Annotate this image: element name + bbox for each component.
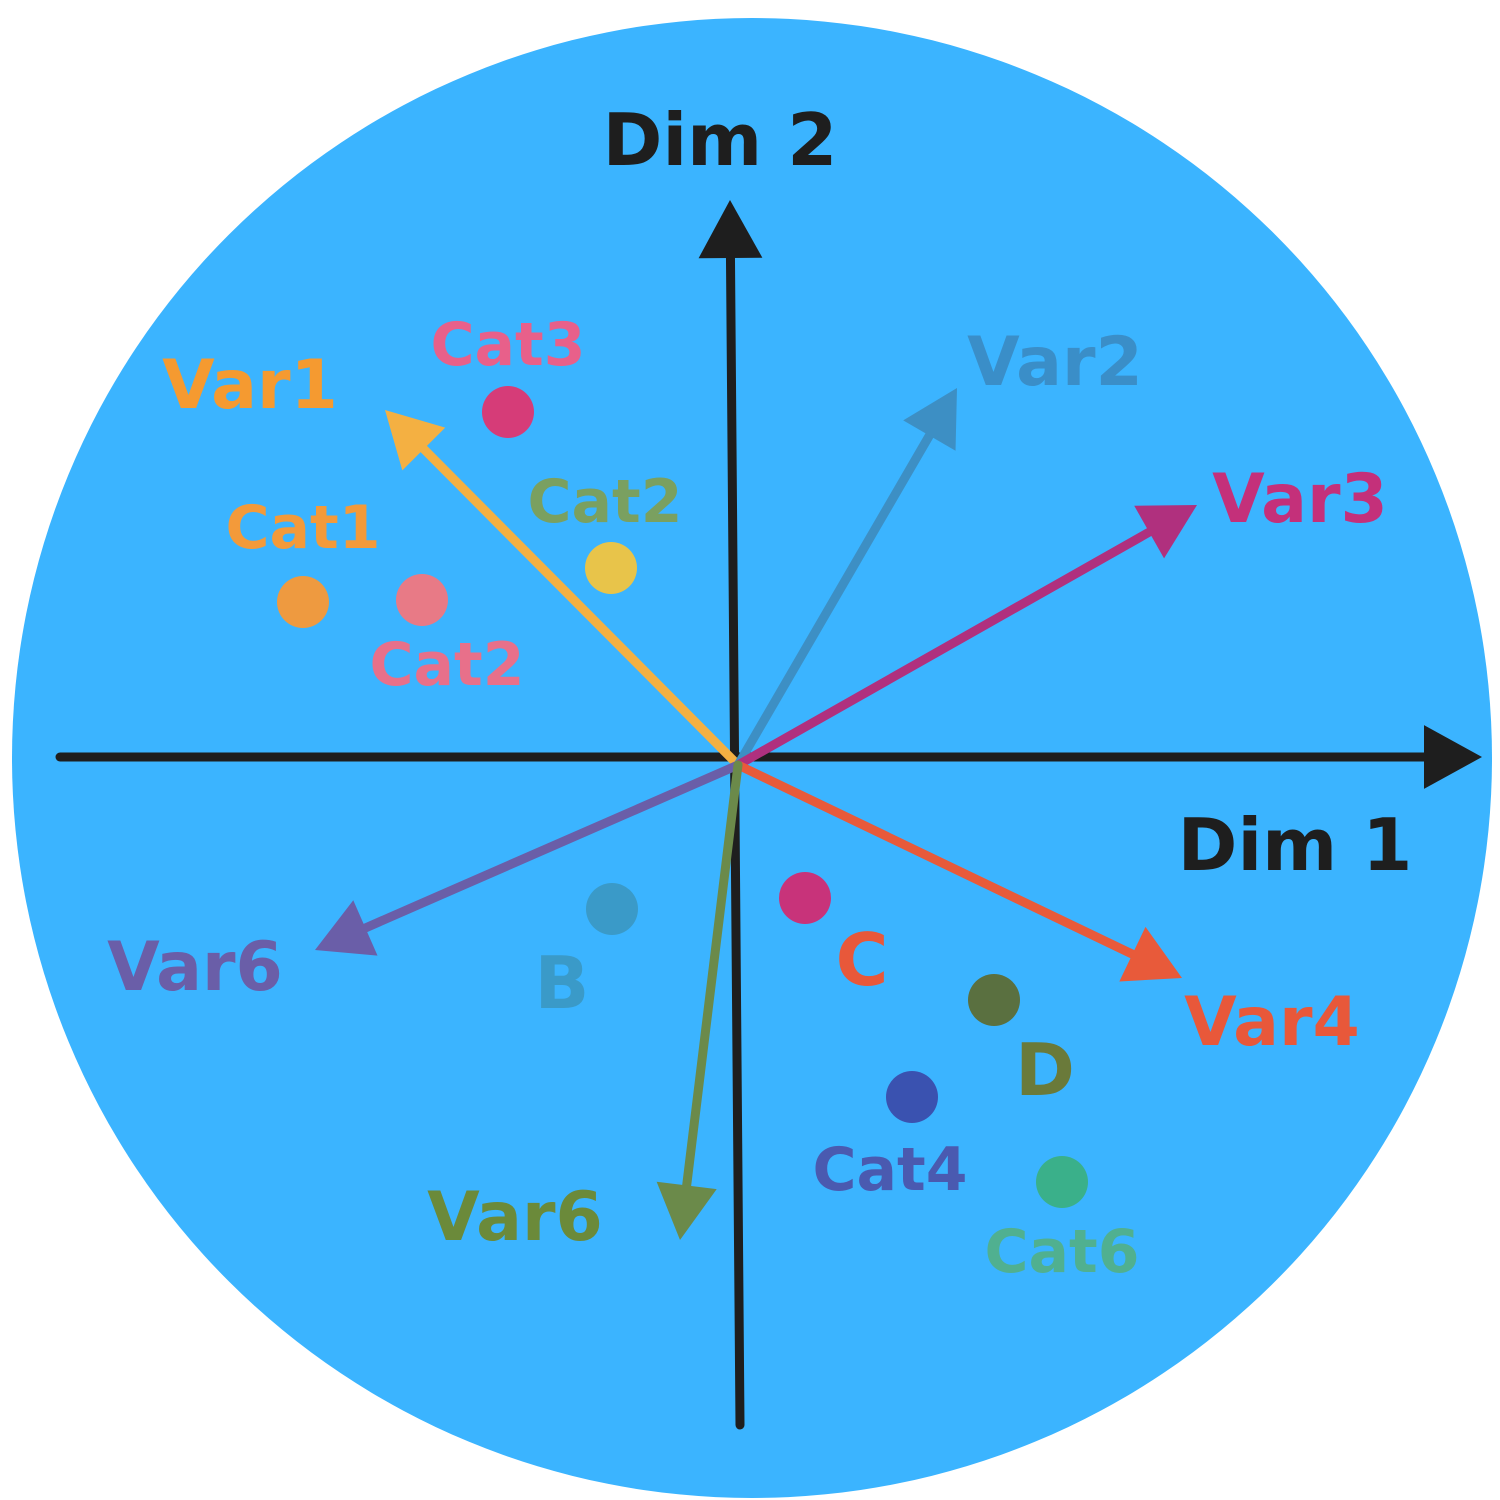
x-axis-arrowhead (1424, 725, 1482, 789)
point-cat6: Cat6 (985, 1156, 1140, 1287)
point-marker (277, 576, 329, 628)
point-label: Cat3 (431, 310, 586, 380)
vector-arrowhead (1134, 505, 1197, 559)
point-marker (1036, 1156, 1088, 1208)
point-label: B (535, 941, 590, 1025)
vector-label: Var1 (162, 346, 338, 425)
point-c: C (779, 872, 888, 1002)
x-axis-label: Dim 1 (1178, 803, 1413, 887)
point-label: Cat2 (370, 630, 525, 700)
point-label: Cat6 (985, 1217, 1140, 1287)
point-cat1: Cat1 (226, 493, 381, 628)
vector-var1: Var1 (162, 346, 743, 770)
point-d: D (968, 974, 1075, 1112)
vector-arrowhead (315, 900, 378, 956)
vector-label: Var6 (427, 1178, 603, 1257)
point-marker (586, 883, 638, 935)
point-marker (886, 1071, 938, 1123)
point-label: Cat2 (528, 467, 683, 537)
vector-arrowhead (903, 388, 957, 451)
point-marker (968, 974, 1020, 1026)
vector-var2: Var2 (733, 323, 1143, 770)
vector-arrowhead (656, 1181, 717, 1240)
point-label: Cat4 (813, 1135, 968, 1205)
point-label: D (1015, 1028, 1075, 1112)
vector-var4: Var4 (733, 760, 1360, 1062)
point-cat2: Cat2 (370, 574, 525, 700)
vector-arrowhead (385, 410, 446, 471)
vector-var3: Var3 (733, 460, 1388, 770)
y-axis-arrowhead (698, 200, 763, 259)
point-cat3: Cat3 (431, 310, 586, 438)
vector-label: Var4 (1184, 983, 1360, 1062)
vectors: Var1 Var2 Var3 Var4 Var6 Var6 (107, 323, 1388, 1257)
vector-label: Var2 (967, 323, 1143, 402)
point-label: Cat1 (226, 493, 381, 563)
point-marker (779, 872, 831, 924)
vector-arrowhead (1119, 926, 1182, 982)
point-marker (585, 542, 637, 594)
point-cat2: Cat2 (528, 467, 683, 594)
vector-shaft (733, 431, 934, 770)
vector-label: Var6 (107, 928, 283, 1007)
point-label: C (836, 918, 889, 1002)
point-cat4: Cat4 (813, 1071, 968, 1205)
vector-shaft (733, 527, 1154, 770)
vector-var6: Var6 (107, 760, 743, 1007)
vector-var6: Var6 (427, 760, 743, 1257)
vector-label: Var3 (1212, 460, 1388, 539)
point-b: B (535, 883, 638, 1025)
y-axis-shaft (725, 253, 745, 1430)
vector-shaft (682, 760, 743, 1190)
vector-shaft (360, 760, 743, 933)
point-marker (482, 386, 534, 438)
point-marker (396, 574, 448, 626)
vector-shaft (419, 444, 743, 770)
y-axis-label: Dim 2 (603, 98, 838, 182)
vector-shaft (733, 760, 1137, 959)
